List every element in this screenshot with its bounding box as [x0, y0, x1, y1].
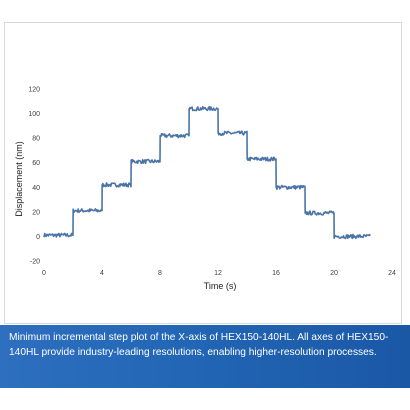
x-tick-label: 4	[100, 270, 104, 277]
x-tick-label: 0	[42, 270, 46, 277]
figure-caption: Minimum incremental step plot of the X-a…	[9, 332, 389, 358]
y-tick-label: 60	[32, 160, 40, 167]
x-tick-label: 16	[272, 270, 280, 277]
y-tick-label: 100	[28, 111, 40, 118]
caption-band: Minimum incremental step plot of the X-a…	[0, 325, 410, 388]
x-tick-label: 24	[388, 270, 396, 277]
y-tick-label: 0	[36, 234, 40, 241]
y-tick-label: 20	[32, 209, 40, 216]
chart-frame: -20 0 20 40 60 80 100 120 0 4 8 12 16 20 24 Displacem…	[4, 22, 402, 324]
displacement-series-line	[43, 105, 371, 240]
x-axis-title: Time (s)	[204, 281, 237, 291]
x-tick-label: 12	[214, 270, 222, 277]
x-tick-label: 8	[158, 270, 162, 277]
y-tick-label: 80	[32, 136, 40, 143]
y-tick-label: 40	[32, 185, 40, 192]
y-tick-label: -20	[30, 259, 40, 266]
y-tick-label: 120	[28, 87, 40, 94]
x-tick-label: 20	[330, 270, 338, 277]
x-tick-labels: 0 4 8 12 16 20 24	[42, 270, 396, 277]
y-tick-labels: -20 0 20 40 60 80 100 120	[28, 87, 40, 266]
y-axis-title: Displacement (nm)	[14, 141, 24, 217]
